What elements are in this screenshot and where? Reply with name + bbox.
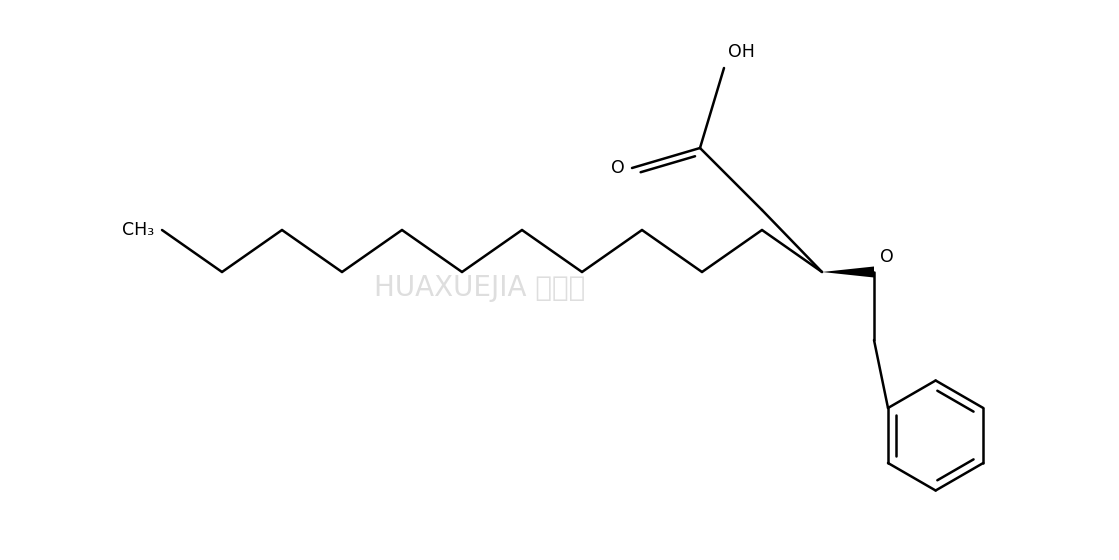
Text: HUAXUEJIA 化学加: HUAXUEJIA 化学加 <box>375 274 585 302</box>
Text: O: O <box>880 248 894 266</box>
Text: O: O <box>611 159 626 177</box>
Text: OH: OH <box>728 43 755 61</box>
Polygon shape <box>822 267 874 278</box>
Text: CH₃: CH₃ <box>122 221 154 239</box>
